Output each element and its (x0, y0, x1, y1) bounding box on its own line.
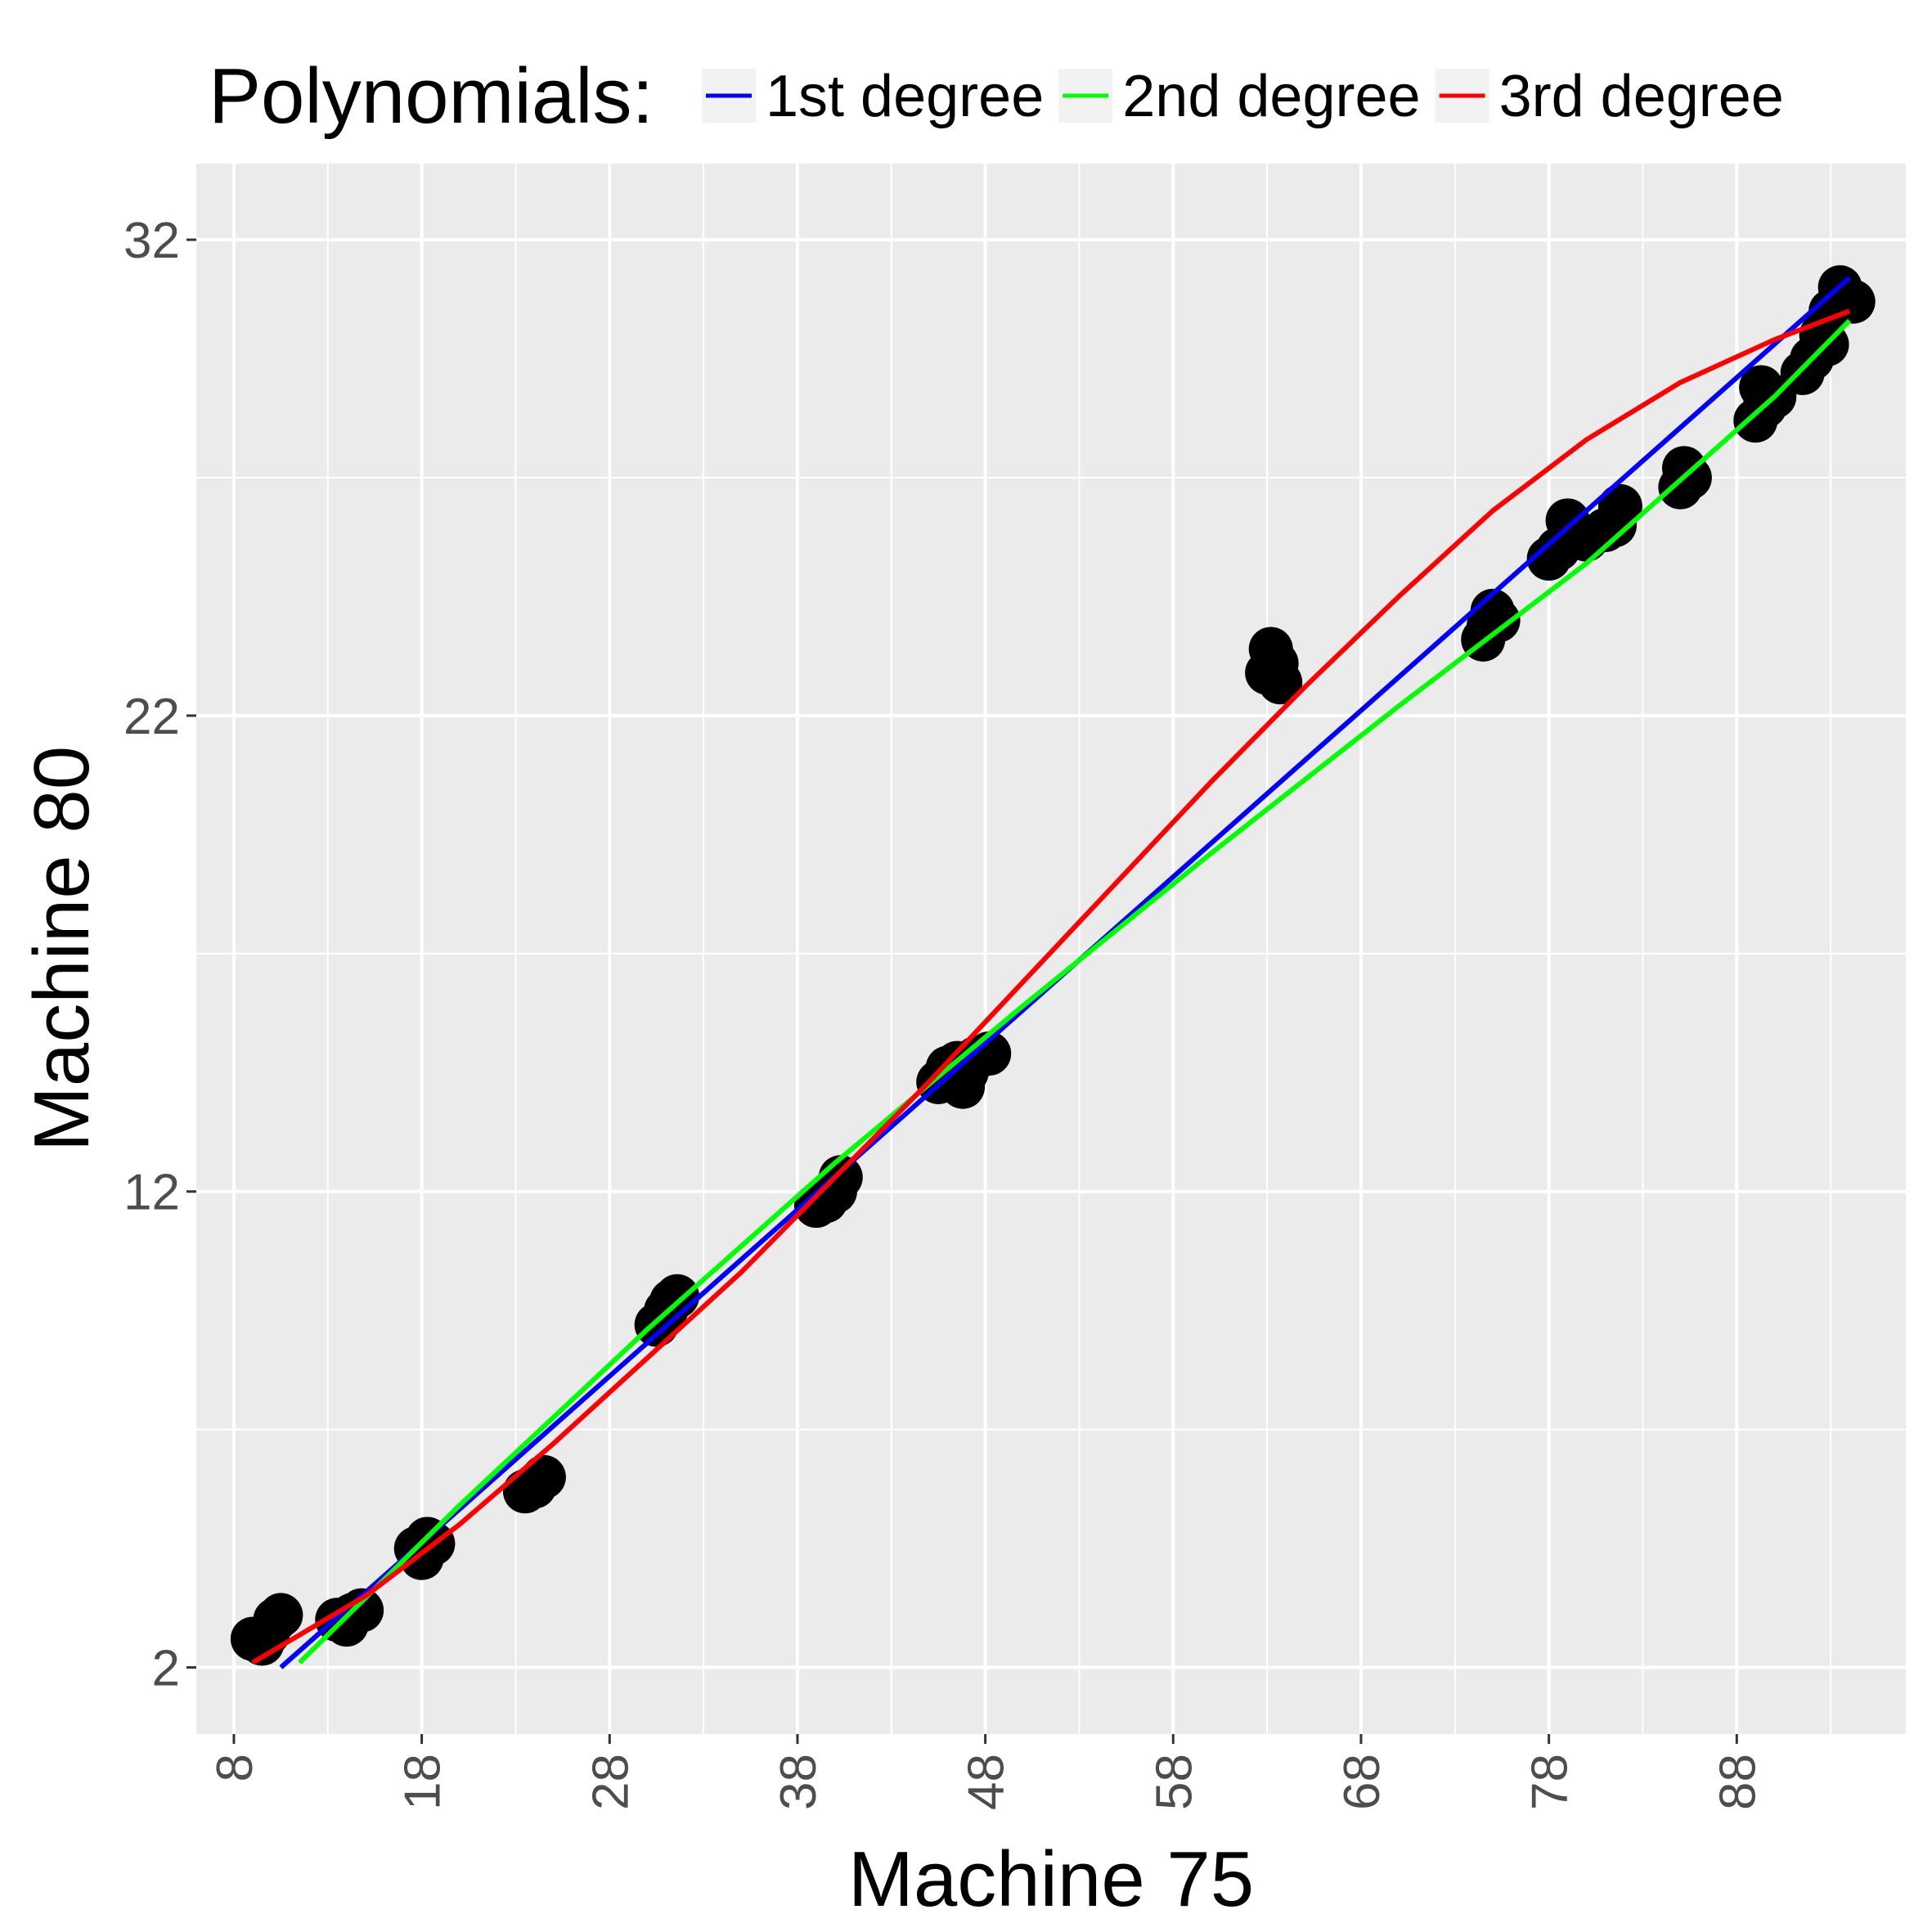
legend-entry: 2nd degree (1058, 64, 1421, 129)
legend-label: 3rd degree (1499, 64, 1784, 129)
y-axis-title: Machine 80 (18, 746, 106, 1152)
x-tick-label: 78 (1522, 1754, 1579, 1810)
data-point (1661, 446, 1706, 491)
x-tick-label: 58 (1146, 1754, 1202, 1810)
x-tick-label: 48 (959, 1754, 1015, 1810)
y-tick-label: 12 (124, 1165, 180, 1221)
data-point (1583, 508, 1628, 552)
data-point (521, 1454, 566, 1499)
data-point (339, 1588, 384, 1633)
legend-title: Polynomials: (209, 52, 654, 140)
legend-entry: 1st degree (702, 64, 1044, 129)
legend-label: 1st degree (766, 64, 1044, 129)
fit-line (298, 318, 1852, 1665)
fit-lines (251, 276, 1852, 1669)
x-axis: 8 18 28 38 48 58 68 78 88 (207, 1734, 1766, 1810)
legend: Polynomials: 1st degree 2nd degree 3rd deg… (209, 52, 1784, 140)
legend-entries: 1st degree 2nd degree 3rd degree (702, 64, 1784, 129)
data-point (258, 1593, 303, 1638)
x-tick-label: 88 (1710, 1754, 1766, 1810)
y-axis: 2 12 22 32 (124, 213, 196, 1697)
y-tick-label: 22 (124, 689, 180, 745)
fit-line (251, 308, 1851, 1665)
y-tick-label: 32 (124, 213, 180, 269)
data-point (654, 1274, 699, 1319)
x-tick-label: 68 (1334, 1754, 1391, 1810)
y-tick-label: 2 (152, 1641, 180, 1697)
x-axis-title: Machine 75 (848, 1835, 1254, 1923)
data-point (1467, 603, 1512, 648)
x-tick-label: 8 (207, 1754, 263, 1781)
x-tick-label: 18 (395, 1754, 452, 1810)
x-tick-label: 28 (582, 1754, 639, 1810)
data-point (1258, 660, 1303, 705)
legend-entry: 3rd degree (1435, 64, 1784, 129)
legend-label: 2nd degree (1122, 64, 1420, 129)
x-tick-label: 38 (771, 1754, 827, 1810)
data-point (818, 1155, 863, 1200)
